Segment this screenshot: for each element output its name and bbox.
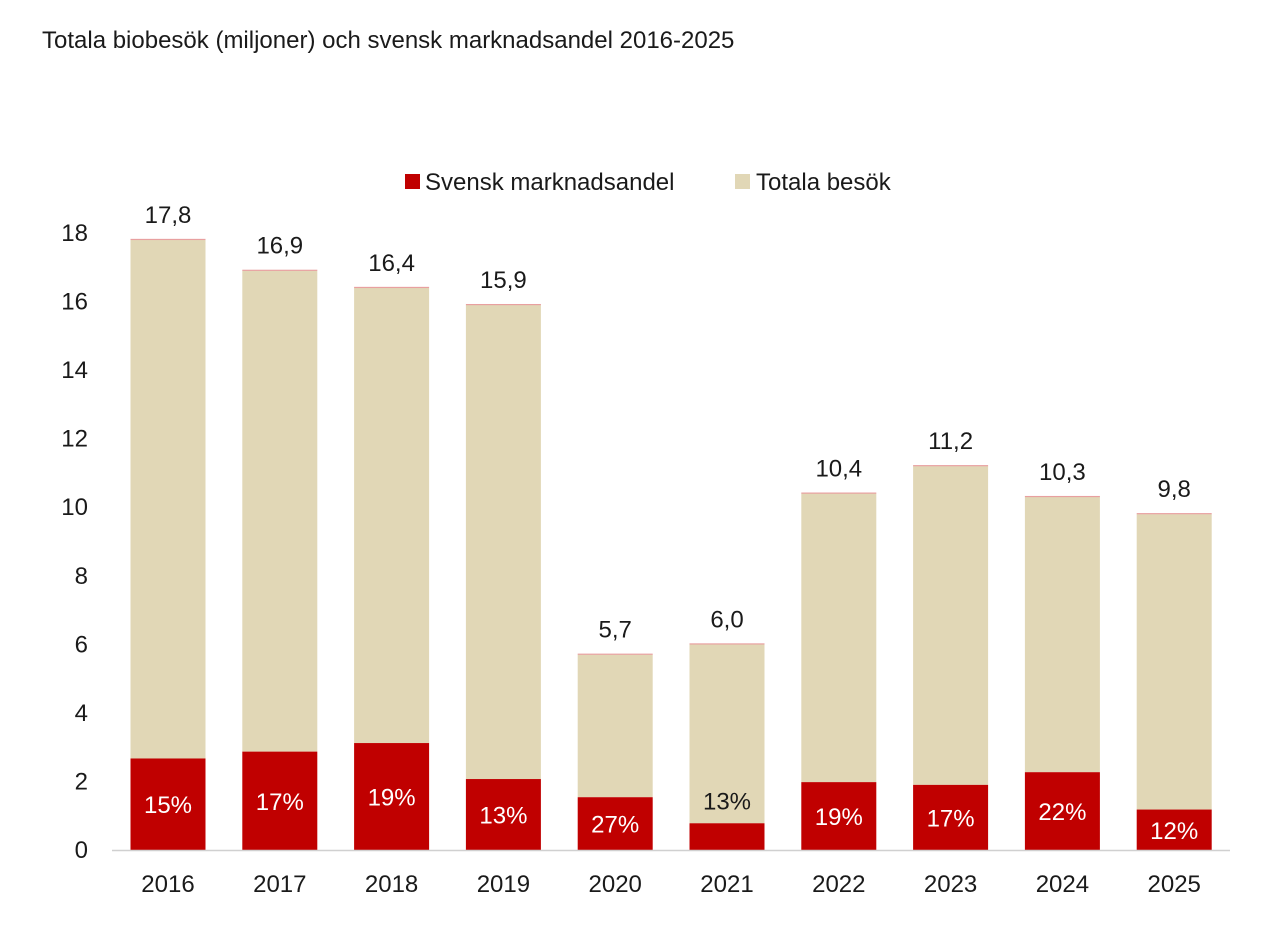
y-tick-label: 14 bbox=[61, 357, 88, 384]
bar-totala-besok bbox=[130, 239, 206, 759]
bar-totala-besok bbox=[242, 270, 318, 752]
share-data-label: 13% bbox=[703, 788, 751, 815]
bar-totala-besok bbox=[913, 466, 989, 785]
share-data-label: 17% bbox=[927, 805, 975, 832]
total-data-label: 16,4 bbox=[368, 250, 415, 277]
bar-totala-besok bbox=[1024, 496, 1100, 773]
y-tick-label: 6 bbox=[75, 631, 88, 658]
bar-svensk-marknadsandel bbox=[354, 743, 430, 850]
bar-totala-besok bbox=[689, 644, 765, 824]
total-data-label: 6,0 bbox=[710, 606, 743, 633]
bar-top-edge bbox=[1136, 513, 1212, 515]
x-tick-label: 2020 bbox=[589, 871, 642, 898]
total-data-label: 5,7 bbox=[599, 617, 632, 644]
bar-top-edge bbox=[465, 303, 541, 306]
legend-swatch bbox=[735, 174, 750, 189]
x-tick-label: 2023 bbox=[924, 871, 977, 898]
y-tick-label: 4 bbox=[75, 700, 88, 727]
legend-label: Totala besök bbox=[756, 169, 892, 196]
chart-legend: Svensk marknadsandel Totala besök bbox=[405, 169, 892, 196]
share-data-label: 19% bbox=[815, 804, 863, 831]
share-data-label: 27% bbox=[591, 812, 639, 839]
x-tick-label: 2018 bbox=[365, 871, 418, 898]
bar-top-edge bbox=[913, 465, 989, 467]
bar-svensk-marknadsandel bbox=[577, 797, 653, 850]
bar-svensk-marknadsandel bbox=[465, 779, 541, 850]
total-data-label: 15,9 bbox=[480, 267, 527, 294]
bar-svensk-marknadsandel bbox=[1136, 809, 1212, 850]
y-tick-label: 18 bbox=[61, 220, 88, 247]
bar-top-edge bbox=[354, 286, 430, 289]
total-data-label: 9,8 bbox=[1158, 476, 1191, 503]
share-data-label: 12% bbox=[1150, 818, 1198, 845]
share-data-label: 19% bbox=[368, 785, 416, 812]
bar-totala-besok bbox=[465, 304, 541, 780]
bar-svensk-marknadsandel bbox=[1024, 772, 1100, 850]
x-tick-label: 2025 bbox=[1148, 871, 1201, 898]
bar-top-edge bbox=[689, 643, 765, 645]
bars: 15% 17,8 17% 16,9 19% 16,4 13% 15,9 27% 5,7 13% 6,0… bbox=[130, 202, 1212, 850]
x-tick-label: 2022 bbox=[812, 871, 865, 898]
share-data-label: 13% bbox=[479, 803, 527, 830]
bar-svensk-marknadsandel bbox=[130, 758, 206, 850]
bar-top-edge bbox=[801, 492, 877, 494]
legend-label: Svensk marknadsandel bbox=[425, 169, 674, 196]
x-tick-label: 2017 bbox=[253, 871, 306, 898]
bar-totala-besok bbox=[1136, 514, 1212, 810]
bar-top-edge bbox=[1024, 495, 1100, 498]
total-data-label: 16,9 bbox=[256, 233, 303, 260]
bar-totala-besok bbox=[354, 287, 430, 744]
y-tick-label: 12 bbox=[61, 426, 88, 453]
bar-top-edge bbox=[577, 653, 653, 655]
bar-totala-besok bbox=[801, 493, 877, 783]
y-tick-label: 8 bbox=[75, 563, 88, 590]
share-data-label: 22% bbox=[1038, 799, 1086, 826]
bar-top-edge bbox=[242, 269, 318, 271]
x-axis: 2016 2017 2018 2019 2020 2021 2022 2023 2024 2025 bbox=[112, 849, 1230, 898]
share-data-label: 17% bbox=[256, 789, 304, 816]
total-data-label: 11,2 bbox=[928, 428, 973, 455]
y-axis: 0 2 4 6 8 10 12 14 16 18 bbox=[61, 220, 88, 864]
y-tick-label: 10 bbox=[61, 494, 88, 521]
bar-totala-besok bbox=[577, 654, 653, 798]
y-tick-label: 0 bbox=[75, 837, 88, 864]
bar-svensk-marknadsandel bbox=[689, 823, 765, 850]
x-tick-label: 2024 bbox=[1036, 871, 1089, 898]
bar-svensk-marknadsandel bbox=[801, 782, 877, 850]
bar-svensk-marknadsandel bbox=[913, 784, 989, 850]
chart-title: Totala biobesök (miljoner) och svensk ma… bbox=[42, 27, 735, 54]
x-tick-label: 2021 bbox=[700, 871, 753, 898]
x-tick-label: 2016 bbox=[141, 871, 194, 898]
bar-top-edge bbox=[130, 238, 206, 241]
legend-swatch bbox=[405, 174, 420, 189]
y-tick-label: 2 bbox=[75, 768, 88, 795]
bar-svensk-marknadsandel bbox=[242, 751, 318, 850]
total-data-label: 10,4 bbox=[815, 456, 862, 483]
x-tick-label: 2019 bbox=[477, 871, 530, 898]
total-data-label: 10,3 bbox=[1039, 459, 1086, 486]
y-tick-label: 16 bbox=[61, 289, 88, 316]
total-data-label: 17,8 bbox=[145, 202, 192, 229]
share-data-label: 15% bbox=[144, 792, 192, 819]
